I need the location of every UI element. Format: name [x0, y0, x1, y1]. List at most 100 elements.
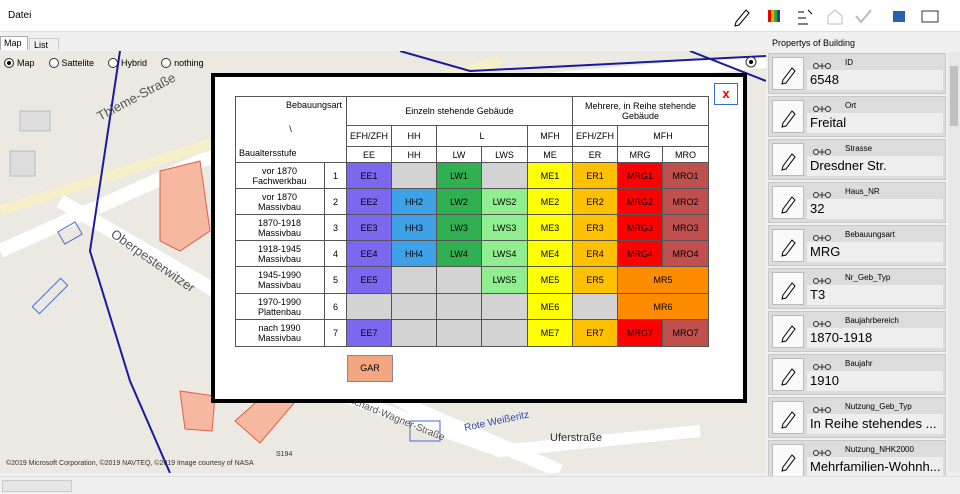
radio-option[interactable]: Hybrid — [108, 56, 147, 70]
type-cell[interactable]: HH3 — [392, 215, 437, 241]
link-icon — [813, 316, 833, 327]
type-cell[interactable]: MR6 — [618, 294, 709, 320]
tool-icon[interactable] — [798, 9, 813, 25]
property-label: Strasse — [845, 144, 873, 153]
type-cell[interactable]: MRO1 — [663, 163, 709, 189]
edit-button[interactable] — [772, 57, 804, 90]
property-value: 6548 — [807, 70, 943, 90]
type-cell — [482, 294, 528, 320]
corner-label: Baualtersstufe — [239, 148, 297, 158]
property-card: Bebauungsart MRG — [768, 225, 946, 266]
edit-button[interactable] — [772, 315, 804, 348]
type-cell[interactable]: HH4 — [392, 241, 437, 267]
tab[interactable]: List — [29, 38, 59, 50]
property-label: Baujahr — [845, 359, 873, 368]
type-cell[interactable]: ER7 — [573, 320, 618, 347]
type-cell[interactable]: MRO2 — [663, 189, 709, 215]
edit-button[interactable] — [772, 401, 804, 434]
row-label-line: 1945-1990 — [257, 270, 302, 280]
group-header: Einzeln stehende Gebäude — [347, 96, 573, 126]
type-cell[interactable]: ME5 — [528, 267, 573, 294]
image-icon[interactable] — [893, 11, 905, 22]
row-number: 1 — [325, 163, 347, 189]
edit-button[interactable] — [772, 100, 804, 133]
radio-option[interactable]: nothing — [161, 56, 204, 70]
type-cell[interactable]: HH2 — [392, 189, 437, 215]
property-card: ID 6548 — [768, 53, 946, 94]
type-cell — [347, 294, 392, 320]
property-label: Nr_Geb_Typ — [845, 273, 891, 282]
type-cell[interactable]: EE7 — [347, 320, 392, 347]
type-cell[interactable]: ME6 — [528, 294, 573, 320]
edit-button[interactable] — [772, 229, 804, 262]
edit-button[interactable] — [772, 272, 804, 305]
map-options: Map Sattelite Hybrid nothing — [4, 56, 204, 70]
keyboard-icon[interactable] — [921, 10, 939, 23]
type-cell[interactable]: ER5 — [573, 267, 618, 294]
code-header: LW — [437, 147, 482, 163]
type-cell[interactable]: LW1 — [437, 163, 482, 189]
type-cell[interactable]: LWS3 — [482, 215, 528, 241]
type-cell[interactable]: MRG2 — [618, 189, 663, 215]
type-cell[interactable]: MRG4 — [618, 241, 663, 267]
type-cell[interactable]: EE3 — [347, 215, 392, 241]
type-cell[interactable]: LW4 — [437, 241, 482, 267]
type-cell[interactable]: ME1 — [528, 163, 573, 189]
property-value: 32 — [807, 199, 943, 219]
edit-button[interactable] — [772, 444, 804, 477]
property-card: Nr_Geb_Typ T3 — [768, 268, 946, 309]
type-cell[interactable]: LW3 — [437, 215, 482, 241]
property-card: Baujahr 1910 — [768, 354, 946, 395]
type-cell[interactable]: LW2 — [437, 189, 482, 215]
edit-button[interactable] — [772, 186, 804, 219]
type-cell[interactable]: EE2 — [347, 189, 392, 215]
type-cell[interactable]: EE4 — [347, 241, 392, 267]
home-icon[interactable] — [827, 9, 843, 25]
type-cell[interactable]: ER3 — [573, 215, 618, 241]
type-cell[interactable]: ER4 — [573, 241, 618, 267]
radio-option[interactable]: Map — [4, 56, 35, 70]
menu-item[interactable]: Datei — [8, 10, 32, 21]
type-cell[interactable]: EE1 — [347, 163, 392, 189]
color-icon[interactable] — [768, 10, 780, 22]
tab[interactable]: Map — [0, 36, 28, 50]
type-cell[interactable]: MRO3 — [663, 215, 709, 241]
subgroup-header: MFH — [528, 126, 573, 147]
link-icon — [813, 187, 833, 198]
type-cell[interactable]: MRO7 — [663, 320, 709, 347]
property-value: 1870-1918 — [807, 328, 943, 348]
gar-button[interactable]: GAR — [347, 355, 393, 382]
edit-button[interactable] — [772, 143, 804, 176]
type-cell[interactable]: MR5 — [618, 267, 709, 294]
type-cell[interactable]: ER2 — [573, 189, 618, 215]
type-cell[interactable]: ER1 — [573, 163, 618, 189]
type-cell[interactable]: EE5 — [347, 267, 392, 294]
row-label-line: vor 1870 — [261, 191, 298, 202]
code-header: ME — [528, 147, 573, 163]
check-icon[interactable] — [855, 9, 872, 24]
edit-button[interactable] — [772, 358, 804, 391]
type-cell[interactable]: ME7 — [528, 320, 573, 347]
type-cell[interactable]: LWS2 — [482, 189, 528, 215]
radio-label: Map — [17, 58, 35, 68]
scrollbar[interactable] — [948, 52, 960, 472]
group-header: Mehrere, in Reihe stehende Gebäude — [573, 96, 709, 126]
row-label: 1970-1990 Plattenbau — [235, 294, 325, 320]
link-icon — [813, 230, 833, 241]
toolbar-icons — [734, 9, 939, 27]
type-cell[interactable]: MRG7 — [618, 320, 663, 347]
type-cell[interactable]: LWS4 — [482, 241, 528, 267]
type-cell[interactable]: MRG1 — [618, 163, 663, 189]
type-cell[interactable]: MRG3 — [618, 215, 663, 241]
radio-option[interactable]: Sattelite — [48, 56, 94, 70]
close-button[interactable]: x — [714, 83, 738, 105]
type-cell[interactable]: ME4 — [528, 241, 573, 267]
type-cell[interactable]: MRO4 — [663, 241, 709, 267]
row-number: 7 — [325, 320, 347, 347]
property-label: Nutzung_NHK2000 — [845, 445, 914, 454]
type-cell[interactable]: LWS5 — [482, 267, 528, 294]
edit-icon[interactable] — [734, 9, 750, 27]
row-label-line: Massivbau — [257, 333, 302, 343]
type-cell[interactable]: ME3 — [528, 215, 573, 241]
type-cell[interactable]: ME2 — [528, 189, 573, 215]
